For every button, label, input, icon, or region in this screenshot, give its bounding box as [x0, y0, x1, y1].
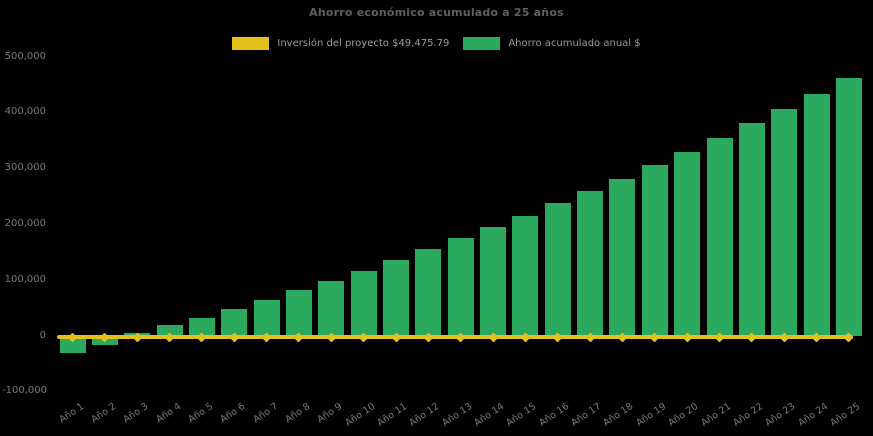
chart-title: Ahorro económico acumulado a 25 años — [309, 6, 564, 19]
bar-año-10 — [350, 270, 377, 336]
bar-año-9 — [318, 280, 345, 336]
bar-año-5 — [188, 317, 215, 336]
chart-legend: Inversión del proyecto $49,475.79 Ahorro… — [0, 37, 873, 50]
y-axis-tick-label: 200,000 — [4, 217, 46, 229]
y-axis-tick-label: 100,000 — [4, 273, 46, 285]
legend-label-investment: Inversión del proyecto $49,475.79 — [277, 38, 450, 49]
bar-año-12 — [415, 249, 442, 336]
bar-año-4 — [156, 325, 183, 336]
savings-bar-swatch-icon — [463, 37, 501, 50]
bar-año-18 — [609, 178, 636, 336]
bar-año-22 — [738, 123, 765, 336]
bar-año-23 — [771, 109, 798, 336]
y-axis-tick-label: -100,000 — [2, 385, 47, 397]
investment-line-swatch-icon — [232, 37, 270, 50]
bar-año-21 — [706, 138, 733, 336]
legend-label-savings: Ahorro acumulado anual $ — [508, 38, 641, 49]
legend-item-savings: Ahorro acumulado anual $ — [463, 37, 641, 50]
legend-item-investment: Inversión del proyecto $49,475.79 — [232, 37, 449, 50]
bar-año-13 — [447, 237, 474, 336]
y-axis-tick-label: 400,000 — [4, 106, 46, 118]
y-axis-tick-label: 500,000 — [4, 50, 46, 62]
bar-año-15 — [512, 215, 539, 336]
bar-año-6 — [221, 308, 248, 336]
y-axis-tick-label: 300,000 — [4, 162, 46, 174]
bar-año-8 — [285, 290, 312, 336]
bar-año-16 — [544, 202, 571, 336]
bar-año-14 — [480, 227, 507, 336]
bar-año-17 — [577, 190, 604, 336]
bar-año-25 — [835, 77, 862, 336]
bar-año-19 — [641, 165, 668, 336]
bar-año-20 — [674, 151, 701, 336]
y-axis-tick-label: 0 — [39, 329, 46, 341]
investment-line — [57, 335, 853, 340]
bar-año-7 — [253, 299, 280, 336]
bar-año-1 — [59, 336, 86, 353]
bar-año-11 — [383, 259, 409, 336]
bar-año-24 — [803, 93, 830, 336]
